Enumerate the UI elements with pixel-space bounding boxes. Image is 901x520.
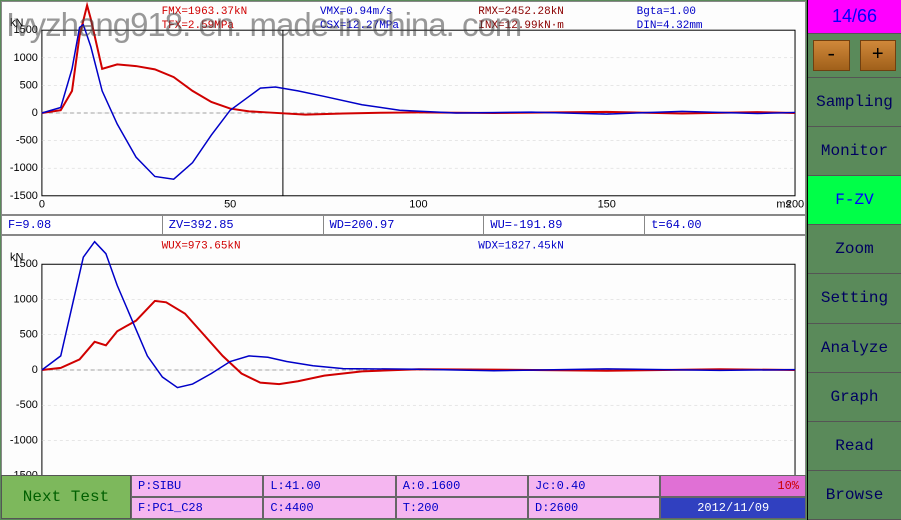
- minus-button[interactable]: -: [813, 40, 850, 71]
- svg-text:WDX=1827.45kN: WDX=1827.45kN: [478, 240, 564, 252]
- side-btn-read[interactable]: Read: [808, 422, 901, 471]
- svg-text:INX=12.99kN·m: INX=12.99kN·m: [478, 20, 564, 32]
- readout-f: F=9.08: [2, 216, 163, 234]
- svg-text:1000: 1000: [14, 52, 38, 64]
- readout-wd: WD=200.97: [324, 216, 485, 234]
- bottom-bar: Next Test P:SIBU L:41.00 A:0.1600 Jc:0.4…: [1, 495, 806, 519]
- svg-text:1500: 1500: [14, 24, 38, 36]
- side-btn-browse[interactable]: Browse: [808, 471, 901, 520]
- plus-button[interactable]: +: [860, 40, 897, 71]
- svg-text:500: 500: [20, 329, 38, 341]
- svg-text:RMX=2452.28kN: RMX=2452.28kN: [478, 6, 564, 18]
- page-counter: 14/66: [808, 0, 901, 34]
- svg-text:-1500: -1500: [10, 190, 38, 202]
- svg-text:Bgta=1.00: Bgta=1.00: [637, 6, 696, 18]
- info-date: 2012/11/09: [660, 497, 806, 519]
- svg-text:1500: 1500: [14, 258, 38, 270]
- svg-text:1000: 1000: [14, 293, 38, 305]
- side-btn-sampling[interactable]: Sampling: [808, 78, 901, 127]
- svg-text:50: 50: [224, 199, 236, 211]
- chart-panel-1[interactable]: kN-1500-1000-500050010001500050100150200…: [1, 1, 806, 215]
- info-progress: 10%: [660, 475, 806, 497]
- readout-zv: ZV=392.85: [163, 216, 324, 234]
- info-t: T:200: [396, 497, 528, 519]
- svg-text:0: 0: [39, 199, 45, 211]
- readout-wu: WU=-191.89: [484, 216, 645, 234]
- svg-text:TFX=2.59MPa: TFX=2.59MPa: [162, 20, 235, 32]
- info-jc: Jc:0.40: [528, 475, 660, 497]
- info-d: D:2600: [528, 497, 660, 519]
- chart-panel-2[interactable]: kN-1500-1000-500050010001500050100150200…: [1, 235, 806, 495]
- readout-bar: F=9.08 ZV=392.85 WD=200.97 WU=-191.89 t=…: [1, 215, 806, 235]
- info-a: A:0.1600: [396, 475, 528, 497]
- svg-text:-1000: -1000: [10, 162, 38, 174]
- svg-text:ms: ms: [776, 199, 791, 211]
- svg-text:FMX=1963.37kN: FMX=1963.37kN: [162, 6, 248, 18]
- side-btn-monitor[interactable]: Monitor: [808, 127, 901, 176]
- svg-text:DIN=4.32mm: DIN=4.32mm: [637, 20, 703, 32]
- svg-text:0: 0: [32, 364, 38, 376]
- readout-t: t=64.00: [645, 216, 805, 234]
- svg-text:-1000: -1000: [10, 434, 38, 446]
- svg-text:WUX=973.65kN: WUX=973.65kN: [162, 240, 241, 252]
- info-f: F:PC1_C28: [131, 497, 263, 519]
- chart-area: kN-1500-1000-500050010001500050100150200…: [0, 0, 807, 520]
- side-panel: 14/66 - + SamplingMonitorF-ZVZoomSetting…: [807, 0, 901, 520]
- side-btn-f-zv[interactable]: F-ZV: [808, 176, 901, 225]
- svg-text:0: 0: [32, 107, 38, 119]
- info-l: L:41.00: [263, 475, 395, 497]
- side-btn-graph[interactable]: Graph: [808, 373, 901, 422]
- zoom-pm-row: - +: [808, 34, 901, 78]
- svg-text:100: 100: [409, 199, 427, 211]
- svg-text:VMX=0.94m/s: VMX=0.94m/s: [320, 6, 392, 18]
- svg-text:-500: -500: [16, 399, 38, 411]
- side-btn-setting[interactable]: Setting: [808, 274, 901, 323]
- info-c: C:4400: [263, 497, 395, 519]
- next-test-button[interactable]: Next Test: [1, 475, 131, 519]
- info-p: P:SIBU: [131, 475, 263, 497]
- info-grid: P:SIBU L:41.00 A:0.1600 Jc:0.40 10% F:PC…: [131, 475, 806, 519]
- svg-text:-500: -500: [16, 135, 38, 147]
- svg-text:CSX=12.27MPa: CSX=12.27MPa: [320, 20, 399, 32]
- svg-text:500: 500: [20, 79, 38, 91]
- side-btn-zoom[interactable]: Zoom: [808, 225, 901, 274]
- side-btn-analyze[interactable]: Analyze: [808, 324, 901, 373]
- svg-text:150: 150: [598, 199, 616, 211]
